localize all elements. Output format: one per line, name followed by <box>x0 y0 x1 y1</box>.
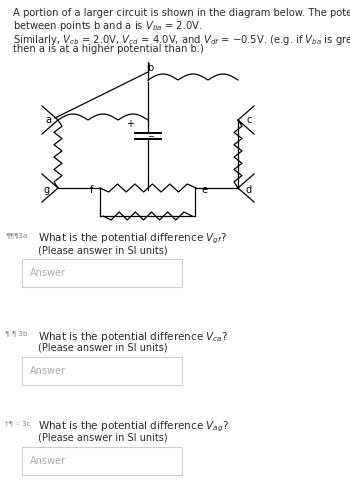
Text: (Please answer in SI units): (Please answer in SI units) <box>38 343 168 353</box>
Bar <box>22 259 182 287</box>
Text: ¶¶¶3a: ¶¶¶3a <box>5 232 27 238</box>
Text: A portion of a larger circuit is shown in the diagram below. The potential drop: A portion of a larger circuit is shown i… <box>13 8 350 18</box>
Text: f: f <box>90 185 94 195</box>
Text: g: g <box>44 185 50 195</box>
Text: Answer: Answer <box>30 268 66 278</box>
Text: (Please answer in SI units): (Please answer in SI units) <box>38 245 168 255</box>
Text: What is the potential difference $V_{ag}$?: What is the potential difference $V_{ag}… <box>38 420 229 435</box>
Text: d: d <box>246 185 252 195</box>
Text: a: a <box>45 115 51 125</box>
Text: c: c <box>246 115 252 125</box>
Text: b: b <box>147 63 153 73</box>
Text: ¶ ¶ 3b: ¶ ¶ 3b <box>5 330 27 336</box>
Text: +: + <box>126 119 134 129</box>
Text: (Please answer in SI units): (Please answer in SI units) <box>38 433 168 443</box>
Bar <box>22 357 182 385</box>
Text: Similarly, $V_{cb}$ = 2.0V, $V_{cd}$ = 4.0V, and $V_{df}$ = −0.5V. (e.g. if $V_{: Similarly, $V_{cb}$ = 2.0V, $V_{cd}$ = 4… <box>13 33 350 47</box>
Text: then a is at a higher potential than b.): then a is at a higher potential than b.) <box>13 44 204 54</box>
Text: Answer: Answer <box>30 366 66 376</box>
Text: What is the potential difference $V_{gf}$?: What is the potential difference $V_{gf}… <box>38 232 227 247</box>
Text: What is the potential difference $V_{ca}$?: What is the potential difference $V_{ca}… <box>38 330 228 344</box>
Text: †¶ ∷ 3c: †¶ ∷ 3c <box>5 420 30 426</box>
Text: e: e <box>202 185 208 195</box>
Text: between points b and a is $V_{ba}$ = 2.0V.: between points b and a is $V_{ba}$ = 2.0… <box>13 19 203 33</box>
Text: −: − <box>147 133 154 142</box>
Text: Answer: Answer <box>30 456 66 466</box>
Bar <box>22 447 182 475</box>
